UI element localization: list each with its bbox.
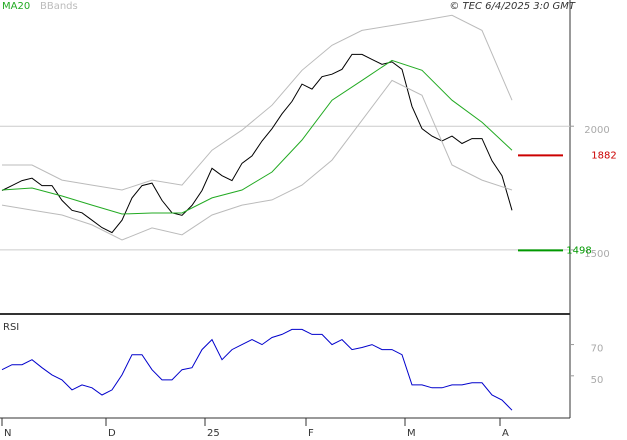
series-line <box>2 14 513 191</box>
series-line <box>1 79 513 241</box>
x-tick-label: 25 <box>207 428 220 439</box>
panel-title: RSI <box>3 322 19 333</box>
series-line <box>1 328 513 411</box>
y-tick-label: 50 <box>591 375 604 386</box>
level-label: 1498 <box>566 245 591 256</box>
y-tick-label: 70 <box>591 344 604 355</box>
legend-entry: BBands <box>40 1 78 12</box>
level-label: 1882 <box>591 150 616 161</box>
annotation: © TEC 6/4/2025 3:0 GMT <box>449 1 576 12</box>
y-tick-label: 2000 <box>584 125 609 136</box>
legend-entry: MA20 <box>2 1 30 12</box>
x-tick-label: N <box>4 428 11 439</box>
series-line <box>1 53 513 234</box>
y-tick-label: 1500 <box>584 249 609 260</box>
x-tick-label: M <box>407 428 416 439</box>
x-tick-label: F <box>308 428 314 439</box>
series-line <box>1 59 513 215</box>
x-tick-label: A <box>502 428 509 439</box>
x-tick-label: D <box>108 428 116 439</box>
